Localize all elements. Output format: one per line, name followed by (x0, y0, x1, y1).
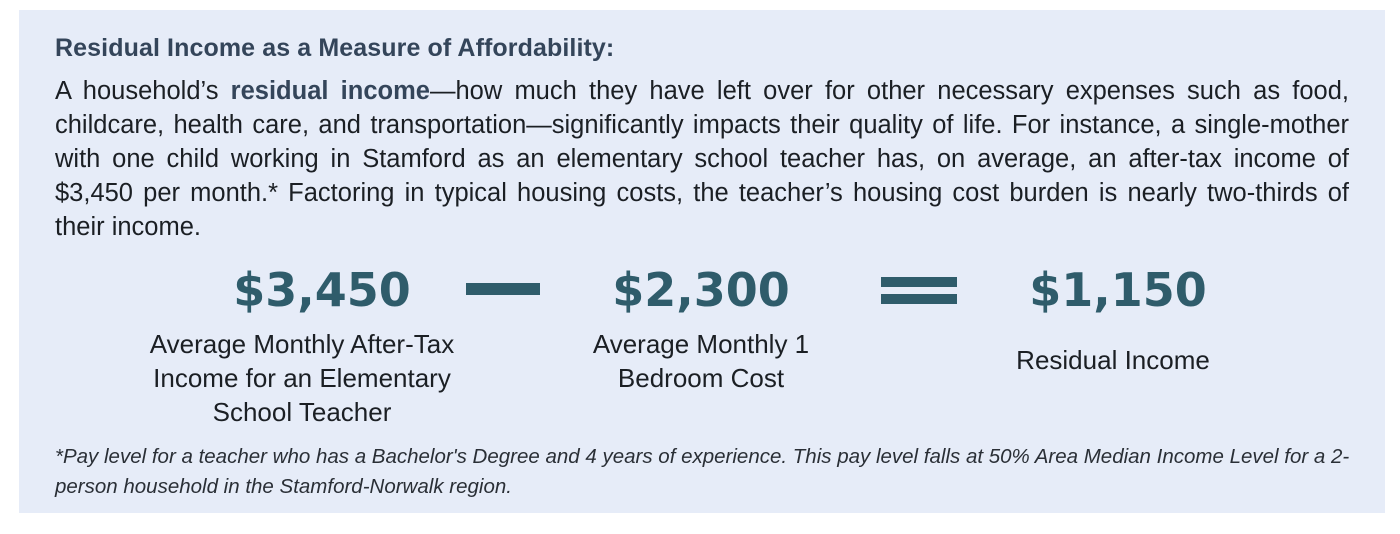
equals-bar-bottom (881, 294, 957, 304)
footnote: *Pay level for a teacher who has a Bache… (55, 445, 1350, 498)
residual-label: Residual Income (1016, 345, 1210, 375)
equals-bar-top (881, 277, 957, 287)
affordability-panel: Residual Income as a Measure of Affordab… (19, 10, 1385, 513)
panel-heading: Residual Income as a Measure of Affordab… (55, 34, 615, 62)
minus-operator (466, 283, 540, 295)
cost-value: $2,300 (612, 263, 790, 317)
cost-label: Average Monthly 1 Bedroom Cost (592, 329, 810, 393)
income-label: Average Monthly After-Tax Income for an … (149, 329, 455, 427)
residual-value: $1,150 (1029, 263, 1207, 317)
residual-income-term: residual income (230, 77, 430, 105)
intro-paragraph: A household’s residual income—how much t… (55, 74, 1349, 244)
paragraph-prefix: A household’s (55, 77, 231, 105)
income-value: $3,450 (233, 263, 411, 317)
paragraph-suffix: —how much they have left over for other … (55, 77, 1349, 241)
